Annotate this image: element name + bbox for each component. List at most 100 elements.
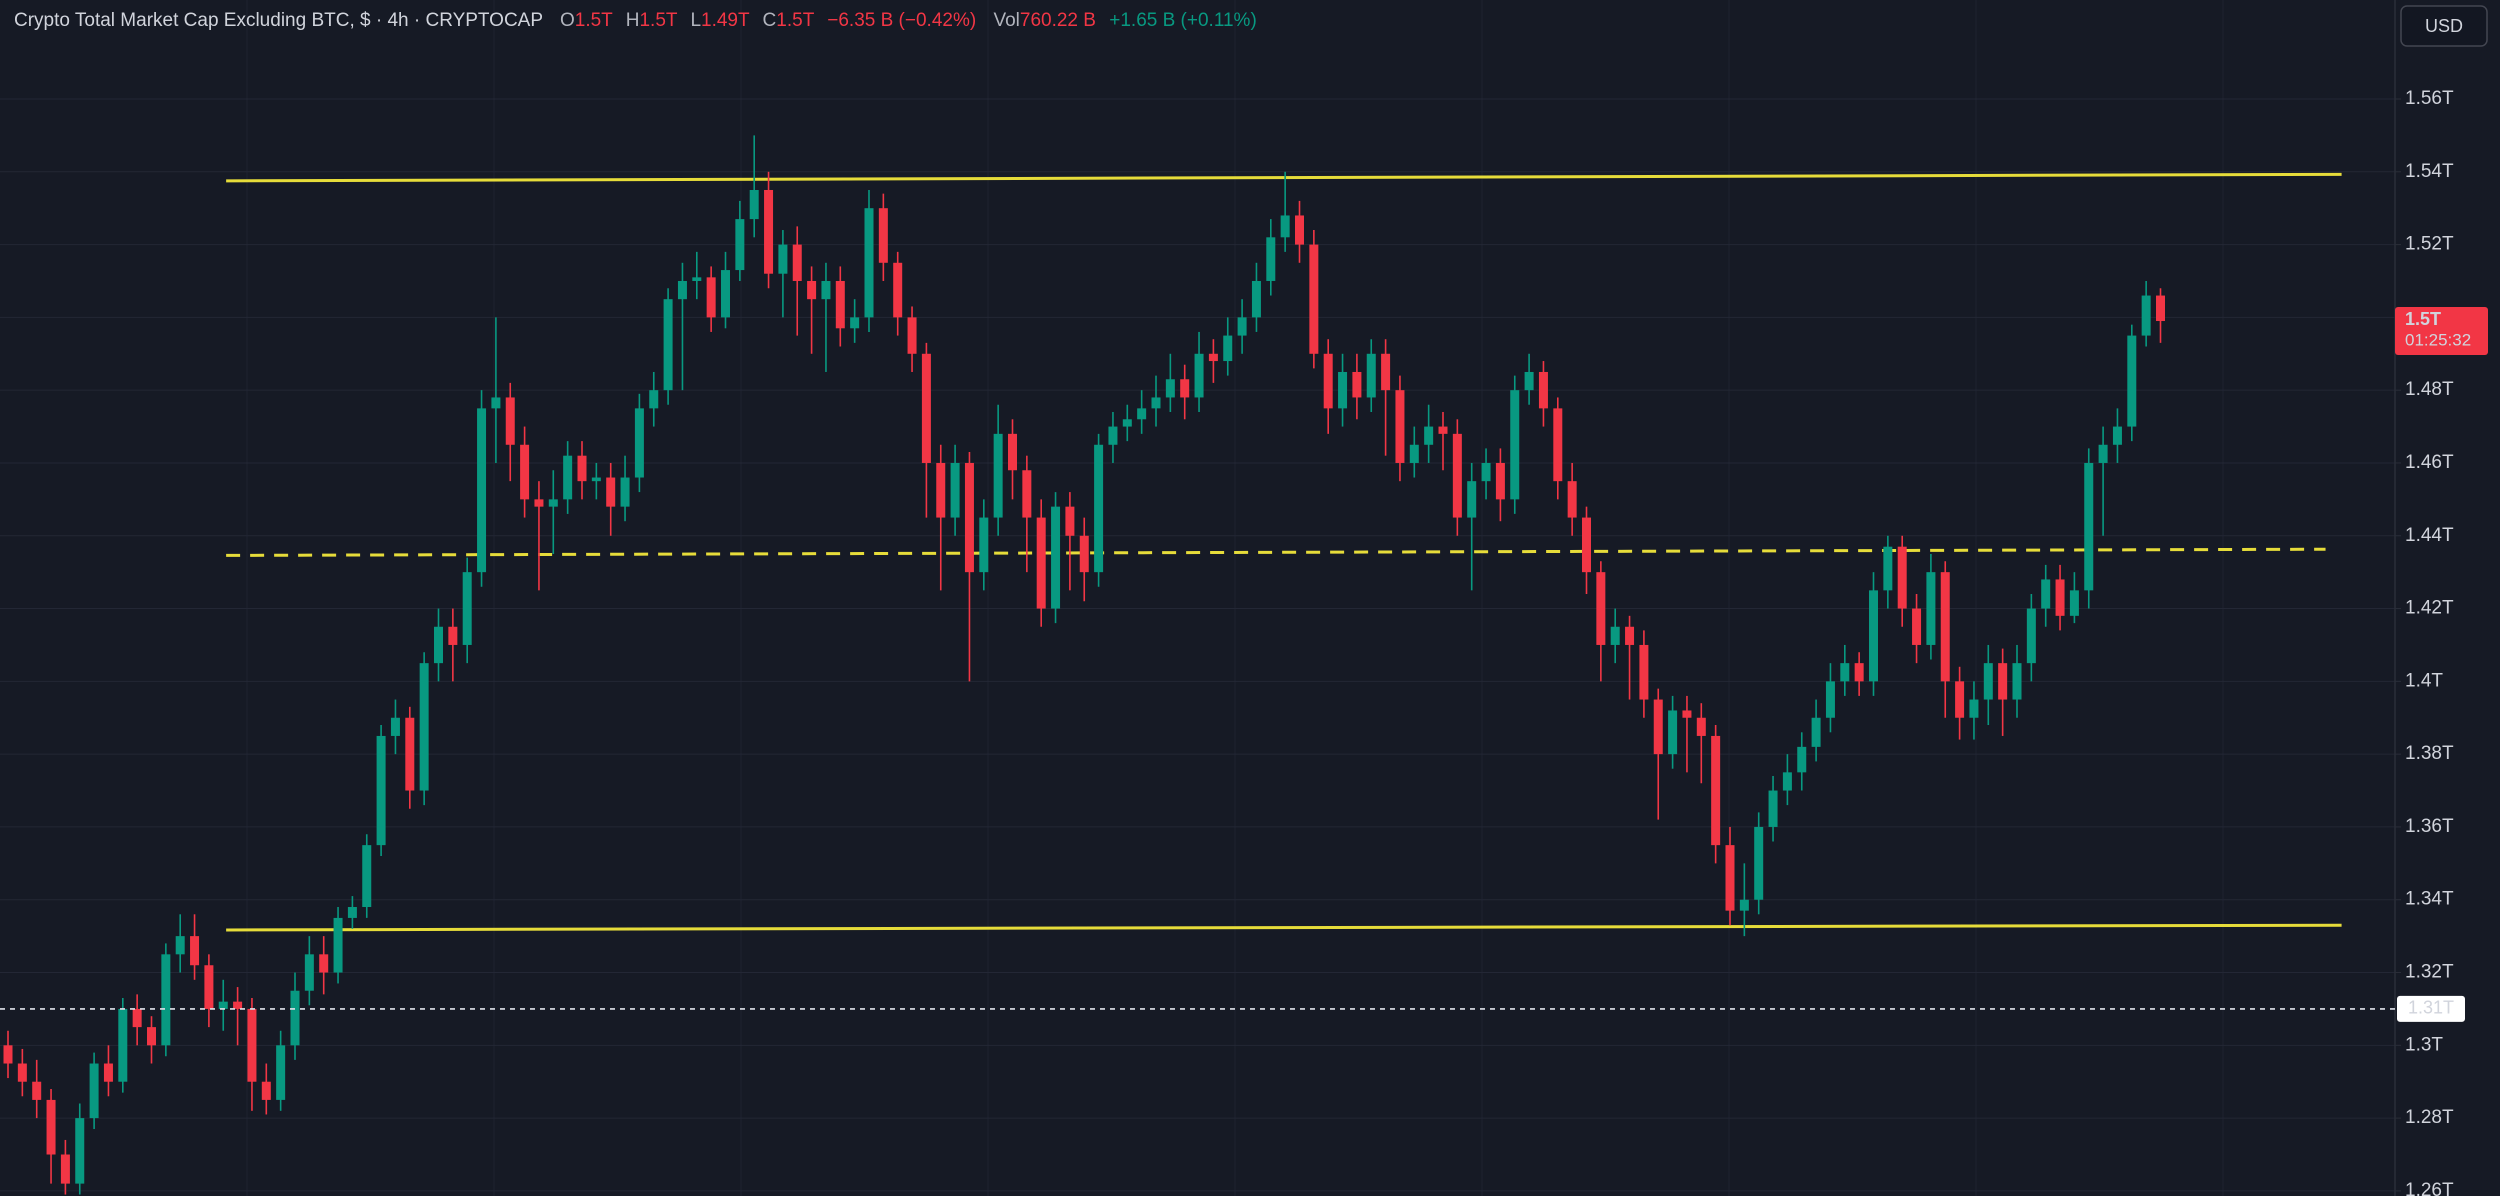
grid-layer	[0, 0, 2395, 1196]
candle-body	[1094, 444, 1104, 573]
candle-body	[1725, 845, 1735, 911]
chart-header: Crypto Total Market Cap Excluding BTC, $…	[14, 10, 1257, 31]
candle-body	[534, 499, 544, 507]
y-tick-label: 1.32T	[2405, 962, 2454, 983]
candle-body	[1208, 353, 1218, 362]
candle-body	[2156, 295, 2165, 322]
currency-button[interactable]: USD	[2400, 5, 2488, 47]
candle-body	[1524, 371, 1534, 391]
y-tick-label: 1.52T	[2405, 234, 2454, 255]
candle-body	[735, 219, 745, 271]
candle-body	[692, 277, 702, 281]
candle-body	[936, 462, 946, 518]
candle-body	[921, 353, 931, 463]
candle-body	[1582, 517, 1591, 573]
candle-body	[17, 1063, 27, 1082]
candle-body	[1668, 710, 1678, 755]
candle-body	[1409, 444, 1419, 463]
marker-label-box	[2397, 995, 2465, 1022]
candle-body	[1754, 826, 1764, 900]
candle-body	[964, 462, 974, 573]
candle-body	[1137, 408, 1147, 420]
candle-body	[606, 477, 616, 507]
candle-body	[261, 1081, 271, 1100]
candle-body	[1022, 470, 1032, 518]
ohlc-value: 1.5T	[776, 10, 814, 31]
candle-body	[778, 244, 788, 274]
candle-body	[147, 1027, 156, 1046]
candle-body	[218, 1001, 228, 1009]
candle-body	[405, 717, 415, 791]
candle-body	[103, 1063, 113, 1082]
candle-body	[1639, 644, 1649, 700]
currency-label[interactable]: USD	[2425, 16, 2463, 36]
candle-body	[1926, 572, 1936, 645]
ohlc-value: 1.5T	[575, 10, 613, 31]
y-tick-label: 1.34T	[2405, 889, 2454, 910]
change: −6.35 B (−0.42%)	[827, 10, 976, 31]
chart-title: Crypto Total Market Cap Excluding BTC, $…	[14, 10, 543, 31]
candle-body	[1065, 506, 1075, 536]
candle-body	[1610, 626, 1620, 645]
candle-body	[2098, 444, 2108, 463]
currency-button-frame[interactable]	[2400, 5, 2488, 47]
volume-key: Vol	[993, 10, 1019, 31]
candle-body	[376, 735, 386, 846]
candle-body	[663, 299, 673, 391]
price-countdown: 01:25:32	[2405, 331, 2471, 350]
candle-body	[2127, 335, 2137, 427]
candle-body	[46, 1099, 56, 1155]
candle-body	[577, 455, 587, 482]
candle-body	[1438, 426, 1448, 434]
candle-body	[247, 1008, 257, 1082]
candle-body	[1983, 663, 1993, 700]
candle-body	[319, 954, 329, 973]
ohlc-key: C	[763, 10, 777, 31]
candle-body	[649, 390, 659, 409]
candle-body	[1625, 626, 1635, 645]
candle-body	[1912, 608, 1922, 645]
volume: 760.22 B	[1020, 10, 1096, 31]
y-tick-label: 1.54T	[2405, 161, 2454, 182]
candle-body	[1108, 426, 1118, 445]
candle-body	[878, 208, 888, 263]
y-tick-label: 1.44T	[2405, 525, 2454, 546]
candle-body	[1495, 462, 1505, 500]
candle-body	[1510, 390, 1520, 500]
candle-body	[1739, 899, 1749, 911]
candle-body	[1366, 353, 1376, 398]
candle-body	[362, 845, 372, 908]
y-tick-label: 1.26T	[2405, 1180, 2454, 1196]
candle-body	[1395, 390, 1405, 463]
y-tick-label: 1.28T	[2405, 1107, 2454, 1128]
candle-body	[462, 572, 472, 645]
level-line	[226, 547, 2326, 557]
y-tick-label: 1.56T	[2405, 88, 2454, 109]
candle-body	[950, 462, 960, 518]
candle-body	[993, 433, 1003, 518]
candle-body	[60, 1154, 70, 1184]
candle-body	[175, 936, 185, 955]
candle-body	[1811, 717, 1821, 747]
candle-body	[907, 317, 917, 354]
candle-body	[190, 936, 200, 966]
candle-body	[864, 208, 874, 318]
candle-body	[1165, 379, 1175, 398]
ohlc-key: H	[626, 10, 640, 31]
candle-body	[850, 317, 860, 329]
candle-body	[2084, 462, 2094, 591]
candle-body	[1869, 590, 1878, 682]
candle-body	[1266, 237, 1276, 281]
candle-body	[2141, 295, 2151, 336]
candle-body	[1696, 717, 1706, 736]
candle-body	[505, 397, 515, 445]
candle-body	[835, 280, 845, 329]
candle-body	[1237, 317, 1247, 336]
candle-body	[3, 1045, 13, 1064]
candle-body	[2026, 608, 2036, 664]
candle-body	[276, 1045, 286, 1100]
candle-body	[2069, 590, 2079, 616]
candle-body	[1338, 371, 1348, 409]
